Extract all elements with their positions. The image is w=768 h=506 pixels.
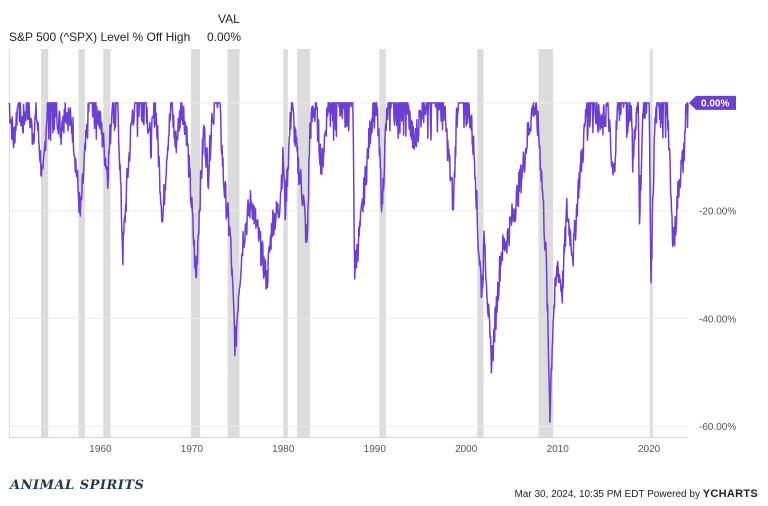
recession-band (78, 49, 85, 437)
recession-band (477, 49, 484, 437)
end-value-badge (689, 95, 736, 110)
x-tick-label: 2010 (547, 444, 570, 455)
recession-band (191, 49, 201, 437)
y-tick-label: -20.00% (699, 207, 736, 218)
x-tick-label: 2000 (455, 444, 478, 455)
end-value-label: 0.00% (701, 98, 729, 109)
recession-band (379, 49, 386, 437)
recession-band (103, 49, 111, 437)
x-tick-label: 1960 (89, 444, 112, 455)
recession-band (283, 49, 288, 437)
series-line (8, 102, 689, 423)
recession-band (41, 49, 49, 437)
x-tick-label: 1990 (364, 444, 387, 455)
legend-value: 0.00% (207, 30, 242, 44)
x-tick-label: 1980 (272, 444, 295, 455)
x-tick-label: 1970 (181, 444, 204, 455)
animal-spirits-logo: ANIMAL SPIRITS (10, 478, 145, 493)
recession-band (227, 49, 240, 437)
ycharts-brand: YCHARTS (702, 488, 758, 500)
legend-value-header: VAL (218, 12, 240, 26)
footer-timestamp: Mar 30, 2024, 10:35 PM EDT Powered by (514, 489, 700, 500)
y-tick-label: -60.00% (699, 422, 736, 433)
chart: -20.00% -40.00% -60.00% 1960 1970 1980 1990 20… (8, 49, 736, 455)
footer: Mar 30, 2024, 10:35 PM EDT Powered by YC… (514, 488, 758, 500)
y-tick-label: -40.00% (699, 314, 736, 325)
recession-band (297, 49, 310, 437)
legend-series-name: S&P 500 (^SPX) Level % Off High (9, 30, 191, 44)
x-tick-label: 2020 (638, 444, 661, 455)
